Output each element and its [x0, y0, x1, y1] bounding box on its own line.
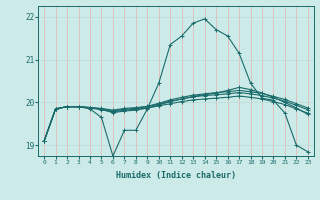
X-axis label: Humidex (Indice chaleur): Humidex (Indice chaleur) [116, 171, 236, 180]
